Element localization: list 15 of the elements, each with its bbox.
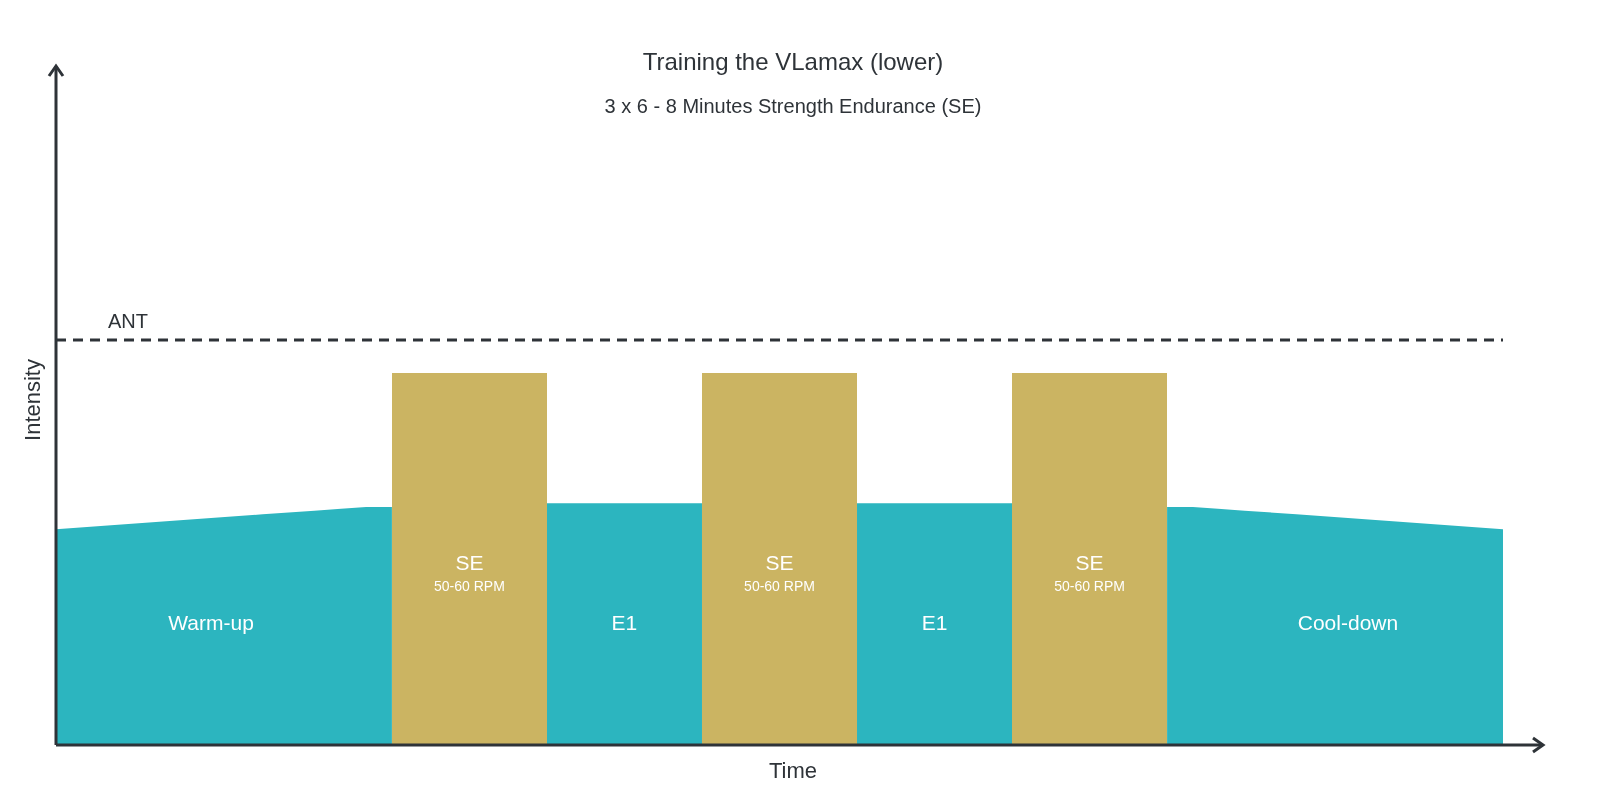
x-axis-title: Time [768, 758, 818, 783]
annotation: 50-60 RPM [1054, 578, 1125, 594]
ref-line-label: ANT [108, 309, 148, 332]
annotation: 50-60 RPM [744, 578, 815, 594]
chart-subtitle: 3 x 6 - 8 Minutes Strength Endurance (SE) [604, 95, 982, 117]
x-tick-label: SE [455, 551, 484, 574]
chart-title: Training the VLamax (lower) [642, 48, 944, 75]
x-tick-label: E1 [611, 611, 638, 634]
x-tick-label: Warm-up [168, 611, 254, 634]
x-tick-label: Cool-down [1297, 611, 1399, 634]
x-tick-label: SE [1075, 551, 1104, 574]
annotation: 50-60 RPM [434, 578, 505, 594]
x-tick-label: E1 [921, 611, 948, 634]
y-axis-title: Intensity [20, 359, 45, 441]
x-tick-label: SE [765, 551, 794, 574]
